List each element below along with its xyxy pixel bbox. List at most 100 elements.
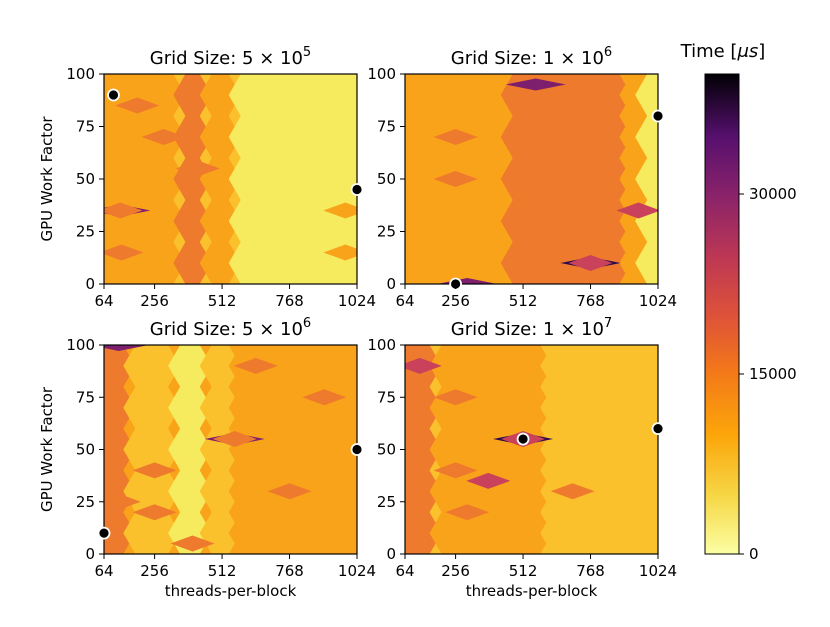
heatmap-area	[104, 345, 357, 554]
y-tick-label: 75	[377, 118, 396, 136]
heatmap-band	[540, 345, 658, 554]
x-tick-label: 256	[441, 292, 470, 310]
x-tick-label: 1024	[338, 562, 376, 580]
y-tick-label: 25	[377, 493, 396, 511]
heatmap-blob	[433, 389, 478, 406]
heatmap-blob	[104, 493, 141, 510]
x-tick-label: 256	[441, 562, 470, 580]
x-axis-label: threads-per-block	[466, 582, 598, 600]
heatmap-band	[619, 74, 648, 284]
heatmap-blob	[550, 483, 595, 500]
heatmap-blob	[104, 244, 144, 261]
x-tick-label: 768	[275, 562, 304, 580]
y-tick-label: 0	[386, 275, 396, 293]
heatmap-blob	[212, 431, 257, 448]
colorbar-ticks: 0 15000 30000	[739, 185, 797, 563]
heatmap-band	[635, 74, 658, 284]
x-tick-label: 1024	[639, 292, 677, 310]
heatmap-blob	[104, 345, 149, 351]
y-tick-label: 0	[85, 275, 95, 293]
y-tick-label: 25	[377, 223, 396, 241]
heatmap-blob	[141, 129, 186, 145]
max-marker	[350, 183, 364, 196]
heatmap-band	[228, 74, 357, 284]
heatmap-blob	[132, 462, 177, 479]
y-tick-label: 100	[367, 336, 396, 354]
x-tick-label: 64	[94, 292, 113, 310]
heatmap-blob	[115, 97, 160, 114]
y-tick-label: 75	[377, 388, 396, 406]
colorbar-tick-label: 15000	[749, 365, 797, 383]
heatmap-blob	[233, 357, 278, 374]
y-tick-label: 50	[76, 441, 95, 459]
x-tick-label: 256	[140, 292, 169, 310]
x-tick-label: 64	[395, 562, 414, 580]
heatmap-blob	[537, 139, 582, 156]
heatmap-band	[228, 345, 357, 554]
heatmap-band	[104, 74, 186, 284]
heatmap-blob	[433, 129, 478, 145]
x-tick-label: 256	[140, 562, 169, 580]
y-tick-label: 0	[85, 545, 95, 563]
x-tick-label: 64	[94, 562, 113, 580]
heatmap-blob	[433, 171, 478, 187]
heatmap-blob	[576, 171, 621, 187]
y-tick-label: 50	[377, 170, 396, 188]
max-marker	[350, 443, 364, 456]
heatmap-blob	[433, 462, 478, 479]
colorbar-tick-label: 30000	[749, 185, 797, 203]
heatmap-blob	[405, 357, 442, 374]
heatmap-area	[104, 74, 357, 284]
heatmap-blob	[505, 78, 566, 91]
colorbar-tick-label: 0	[749, 545, 759, 563]
y-tick-label: 75	[76, 388, 95, 406]
panels-layer: Grid Size: 5 × 105 64 256 512 768 1024 0 25 50 75…	[38, 45, 677, 600]
heatmap-band	[199, 74, 241, 284]
colorbar-gradient	[704, 73, 740, 555]
x-tick-label: 512	[208, 562, 237, 580]
y-tick-label: 75	[76, 118, 95, 136]
max-marker	[651, 109, 665, 123]
min-marker	[97, 526, 111, 540]
heatmap-area	[405, 345, 658, 554]
heatmap-band	[405, 345, 442, 554]
heatmap-band	[199, 345, 241, 554]
heatmap-blob	[104, 202, 143, 219]
x-tick-label: 512	[509, 292, 538, 310]
y-tick-label: 100	[66, 65, 95, 83]
x-tick-label: 512	[509, 562, 538, 580]
heatmap-blob	[323, 202, 357, 219]
heatmap-band	[168, 345, 212, 554]
panel-2: Grid Size: 1 × 106 64 256 512 768 1024 0 25 50 75…	[367, 45, 677, 310]
x-axis-label: threads-per-block	[165, 582, 297, 600]
y-tick-label: 25	[76, 223, 95, 241]
x-tick-label: 512	[208, 292, 237, 310]
heatmap-blob	[616, 202, 658, 219]
heatmap-blob	[323, 244, 357, 261]
x-tick-label: 768	[576, 292, 605, 310]
heatmap-band	[429, 345, 553, 554]
heatmap-blob	[445, 504, 490, 521]
y-tick-label: 0	[386, 545, 396, 563]
y-tick-label: 25	[76, 493, 95, 511]
panel-title: Grid Size: 5 × 106	[150, 316, 311, 340]
colorbar: Time [μs] 0 15000 30000	[680, 41, 797, 563]
heatmap-blob	[466, 472, 511, 489]
heatmap-blob	[132, 504, 177, 521]
panel-4: Grid Size: 1 × 107 64 256 512 768 1024 0 25 50 75…	[367, 316, 677, 600]
colorbar-title: Time [μs]	[680, 41, 766, 62]
x-tick-label: 768	[275, 292, 304, 310]
heatmap-blob	[175, 160, 220, 177]
x-tick-label: 64	[395, 292, 414, 310]
heatmap-area	[405, 74, 658, 284]
x-tick-label: 1024	[639, 562, 677, 580]
y-tick-label: 50	[377, 441, 396, 459]
max-marker	[651, 422, 665, 436]
panel-3: Grid Size: 5 × 106 64 256 512 768 1024 0 25 50 75…	[38, 316, 376, 600]
panel-1: Grid Size: 5 × 105 64 256 512 768 1024 0 25 50 75…	[38, 45, 376, 310]
x-tick-label: 768	[576, 562, 605, 580]
heatmap-blob	[302, 389, 347, 406]
y-axis-label: GPU Work Factor	[38, 116, 56, 242]
panel-title: Grid Size: 1 × 106	[451, 45, 612, 69]
